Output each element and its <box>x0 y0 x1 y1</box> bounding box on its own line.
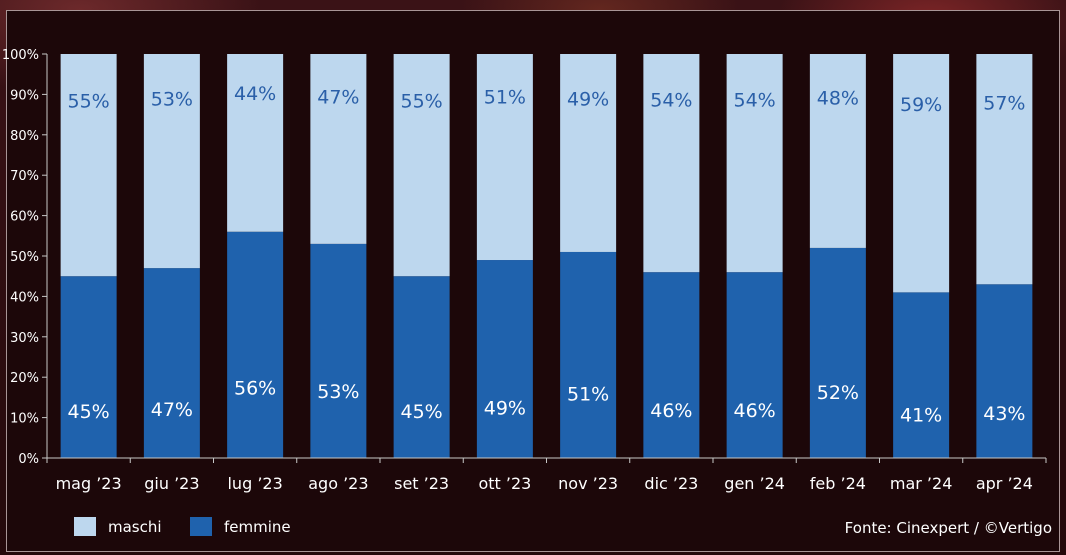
bar-maschi-9 <box>809 54 866 248</box>
data-label-femmine-5: 49% <box>484 397 526 419</box>
y-tick-label: 50% <box>10 250 39 265</box>
x-tick-label: ago ’23 <box>308 474 368 493</box>
bar-maschi-10 <box>893 54 950 293</box>
x-tick-label: feb ’24 <box>810 474 866 493</box>
y-tick-label: 0% <box>18 452 39 467</box>
bar-femmine-4 <box>393 276 450 458</box>
bar-femmine-1 <box>143 268 200 458</box>
bar-femmine-6 <box>560 251 617 458</box>
bar-femmine-8 <box>726 272 783 458</box>
x-tick-label: nov ’23 <box>558 474 618 493</box>
y-tick-label: 100% <box>2 48 39 63</box>
legend-label-femmine: femmine <box>224 518 291 536</box>
data-label-femmine-6: 51% <box>567 383 609 405</box>
bar-maschi-0 <box>60 54 117 277</box>
data-label-maschi-7: 54% <box>650 89 692 111</box>
data-label-maschi-10: 59% <box>900 94 942 116</box>
data-label-femmine-9: 52% <box>817 382 859 404</box>
y-tick-label: 20% <box>10 371 39 386</box>
legend-swatch-maschi <box>74 517 96 536</box>
x-tick-label: mar ’24 <box>890 474 953 493</box>
data-label-femmine-11: 43% <box>983 403 1025 425</box>
x-tick-label: ott ’23 <box>478 474 531 493</box>
x-axis: mag ’23 giu ’23 lug ’23 ago ’23 set ’23 ott ’… <box>46 457 1047 493</box>
bar-femmine-10 <box>893 292 950 458</box>
y-tick-label: 70% <box>10 169 39 184</box>
data-label-maschi-3: 47% <box>317 86 359 108</box>
data-label-femmine-10: 41% <box>900 405 942 427</box>
data-label-femmine-1: 47% <box>151 399 193 421</box>
y-tick-label: 30% <box>10 331 39 346</box>
data-label-maschi-9: 48% <box>817 87 859 109</box>
bar-maschi-6 <box>560 54 617 252</box>
x-tick-label: lug ’23 <box>227 474 282 493</box>
data-label-maschi-1: 53% <box>151 88 193 110</box>
legend-label-maschi: maschi <box>108 518 162 536</box>
bar-maschi-2 <box>227 54 284 232</box>
data-label-femmine-3: 53% <box>317 381 359 403</box>
bar-femmine-0 <box>60 276 117 458</box>
data-label-maschi-5: 51% <box>484 86 526 108</box>
y-tick-label: 80% <box>10 129 39 144</box>
x-tick-label: mag ’23 <box>56 474 122 493</box>
data-label-maschi-11: 57% <box>983 92 1025 114</box>
y-axis: 0% 10% 20% 30% 40% 50% 60% 70% 80% 90% 100% <box>2 48 48 467</box>
data-label-maschi-2: 44% <box>234 83 276 105</box>
bar-femmine-9 <box>809 247 866 458</box>
bar-femmine-3 <box>310 243 367 458</box>
y-tick-label: 10% <box>10 412 39 427</box>
y-tick-label: 60% <box>10 210 39 225</box>
bar-maschi-5 <box>476 54 533 261</box>
bar-femmine-11 <box>976 284 1033 458</box>
bar-maschi-4 <box>393 54 450 277</box>
data-label-femmine-4: 45% <box>401 401 443 423</box>
data-label-maschi-0: 55% <box>68 90 110 112</box>
bar-maschi-3 <box>310 54 367 244</box>
bar-maschi-11 <box>976 54 1033 285</box>
legend: maschi femmine <box>74 517 291 536</box>
x-tick-label: gen ’24 <box>724 474 785 493</box>
x-tick-label: set ’23 <box>394 474 449 493</box>
legend-swatch-femmine <box>190 517 212 536</box>
data-label-maschi-6: 49% <box>567 88 609 110</box>
bar-maschi-7 <box>643 54 700 273</box>
x-tick-label: giu ’23 <box>144 474 199 493</box>
data-label-femmine-0: 45% <box>68 401 110 423</box>
x-tick-label: dic ’23 <box>644 474 698 493</box>
x-tick-label: apr ’24 <box>976 474 1033 493</box>
data-label-femmine-8: 46% <box>734 400 776 422</box>
data-label-femmine-7: 46% <box>650 400 692 422</box>
bars: 45% 55% 47% 53% 56% 44% 53% 47% 45% 55% 49% 51% 51% 4… <box>60 54 1033 458</box>
data-label-maschi-4: 55% <box>401 90 443 112</box>
data-label-maschi-8: 54% <box>734 89 776 111</box>
data-label-femmine-2: 56% <box>234 378 276 400</box>
bar-maschi-8 <box>726 54 783 273</box>
source-note: Fonte: Cinexpert / ©Vertigo <box>845 519 1052 537</box>
bar-femmine-7 <box>643 272 700 458</box>
y-tick-label: 40% <box>10 290 39 305</box>
bar-femmine-5 <box>476 260 533 458</box>
bar-femmine-2 <box>227 231 284 458</box>
y-tick-label: 90% <box>10 88 39 103</box>
bar-maschi-1 <box>143 54 200 269</box>
